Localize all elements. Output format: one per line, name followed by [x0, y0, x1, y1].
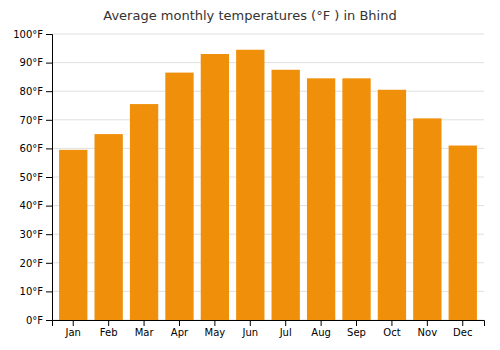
grid-line: [52, 34, 484, 35]
x-tick-mark: [462, 320, 463, 326]
x-tick-label: Jan: [65, 327, 81, 338]
bar: [272, 70, 300, 320]
x-tick: Mar: [135, 320, 155, 338]
x-tick: Feb: [100, 320, 118, 338]
y-tick: 60°F: [20, 143, 52, 154]
x-tick-mark: [73, 320, 74, 326]
y-tick: 30°F: [20, 229, 52, 240]
y-tick-label: 50°F: [20, 172, 44, 183]
y-tick: 40°F: [20, 200, 52, 211]
x-tick-mark: [179, 320, 180, 326]
y-tick-mark: [46, 91, 52, 92]
x-tick-mark: [391, 320, 392, 326]
y-tick: 0°F: [26, 315, 52, 326]
x-tick-label: Jun: [241, 327, 258, 338]
x-tick: Dec: [453, 320, 472, 338]
y-tick-label: 0°F: [26, 315, 43, 326]
y-tick: 20°F: [20, 258, 52, 269]
y-tick-label: 100°F: [13, 29, 43, 40]
x-tick: Sep: [347, 320, 366, 338]
bars: [59, 50, 477, 320]
bar: [94, 134, 122, 320]
y-tick-label: 10°F: [20, 286, 44, 297]
bar: [130, 104, 158, 320]
y-tick: 70°F: [20, 115, 52, 126]
x-tick-mark: [356, 320, 357, 326]
x-tick-label: Apr: [171, 327, 189, 338]
x-tick-label: May: [205, 327, 226, 338]
x-tick-label: Sep: [347, 327, 366, 338]
y-tick-label: 90°F: [20, 57, 44, 68]
bar: [165, 73, 193, 320]
bar: [236, 50, 264, 320]
bar: [307, 78, 335, 320]
grid-line: [52, 62, 484, 63]
x-tick: Jun: [241, 320, 258, 338]
bar: [342, 78, 370, 320]
title: Average monthly temperatures (°F ) in Bh…: [103, 8, 396, 23]
x-axis: Jan Feb Mar Apr May Jun Jul Aug Sep Oct Nov Dec: [53, 320, 485, 338]
y-tick: 100°F: [13, 29, 52, 40]
y-axis: 0°F 10°F 20°F 30°F 40°F 50°F 60°F 70°F 80°F 90°F 1…: [13, 29, 52, 326]
x-tick-mark: [285, 320, 286, 326]
x-tick: May: [205, 320, 226, 338]
y-tick-mark: [46, 148, 52, 149]
bar: [378, 90, 406, 320]
x-tick: Jan: [65, 320, 81, 338]
bar: [413, 118, 441, 320]
x-tick-label: Feb: [100, 327, 118, 338]
x-tick: Apr: [171, 320, 189, 338]
x-tick-label: Aug: [311, 327, 331, 338]
y-tick: 10°F: [20, 286, 52, 297]
x-tick-label: Oct: [383, 327, 400, 338]
bar: [59, 150, 87, 320]
y-tick-label: 40°F: [20, 200, 44, 211]
y-tick-label: 30°F: [20, 229, 44, 240]
y-tick-mark: [46, 320, 52, 321]
bar: [449, 146, 477, 320]
x-tick-label: Dec: [453, 327, 472, 338]
x-tick-mark: [108, 320, 109, 326]
x-tick-mark: [321, 320, 322, 326]
x-axis-line: [53, 321, 485, 327]
x-tick: Oct: [383, 320, 400, 338]
x-tick-mark: [427, 320, 428, 326]
y-tick-mark: [46, 263, 52, 264]
bar: [201, 54, 229, 320]
y-tick-mark: [46, 206, 52, 207]
y-tick: 50°F: [20, 172, 52, 183]
y-tick-mark: [46, 177, 52, 178]
x-tick-label: Nov: [418, 327, 438, 338]
y-tick-label: 60°F: [20, 143, 44, 154]
y-tick-mark: [46, 120, 52, 121]
y-tick-mark: [46, 234, 52, 235]
y-tick-mark: [46, 63, 52, 64]
y-tick-label: 70°F: [20, 115, 44, 126]
y-tick-label: 80°F: [20, 86, 44, 97]
x-tick: Jul: [279, 320, 292, 338]
grid-line: [52, 91, 484, 92]
y-tick-label: 20°F: [20, 258, 44, 269]
x-tick-mark: [214, 320, 215, 326]
x-tick: Aug: [311, 320, 331, 338]
grid: [52, 34, 484, 320]
y-tick-mark: [46, 291, 52, 292]
x-tick-mark: [144, 320, 145, 326]
y-tick: 80°F: [20, 86, 52, 97]
y-tick-mark: [46, 34, 52, 35]
y-tick: 90°F: [20, 57, 52, 68]
x-tick-mark: [250, 320, 251, 326]
chart: Average monthly temperatures (°F ) in Bh…: [0, 0, 500, 350]
x-tick: Nov: [418, 320, 438, 338]
y-axis-line: [46, 35, 53, 321]
x-tick-label: Mar: [135, 327, 155, 338]
plot: 0°F 10°F 20°F 30°F 40°F 50°F 60°F 70°F 80°F 90°F 1…: [13, 29, 484, 338]
x-tick-label: Jul: [279, 327, 292, 338]
